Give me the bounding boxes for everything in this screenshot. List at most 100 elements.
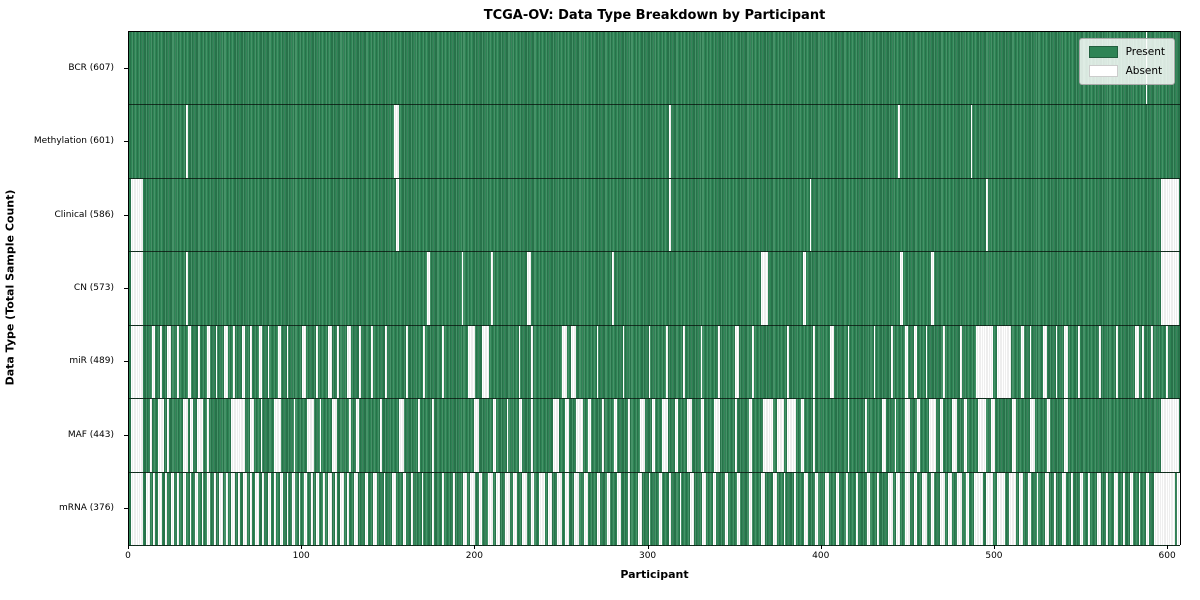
absent-stripe	[587, 399, 592, 472]
absent-stripe	[601, 399, 604, 472]
absent-stripe	[189, 399, 194, 472]
absent-stripe	[418, 399, 420, 472]
row-label-clinical: Clinical (586)	[54, 209, 114, 220]
absent-stripe	[496, 472, 500, 545]
absent-stripe	[787, 399, 796, 472]
row-label-methylation: Methylation (601)	[33, 136, 114, 147]
absent-stripe	[241, 325, 246, 399]
row-label-mrna: mRNA (376)	[59, 503, 114, 514]
absent-stripe	[354, 472, 358, 545]
absent-stripe	[243, 472, 247, 545]
absent-stripe	[1029, 325, 1032, 399]
absent-stripe	[423, 325, 426, 399]
absent-stripe	[669, 178, 672, 252]
absent-stripe	[194, 472, 199, 545]
absent-stripe	[991, 399, 995, 472]
absent-stripe	[260, 399, 263, 472]
absent-stripe	[478, 472, 483, 545]
absent-stripe	[380, 399, 382, 472]
absent-stripe	[996, 325, 1011, 399]
absent-stripe	[1078, 325, 1080, 399]
absent-stripe	[574, 472, 580, 545]
absent-stripe	[899, 252, 904, 325]
absent-stripe	[274, 472, 277, 545]
absent-stripe	[383, 472, 386, 545]
legend-present-label: Present	[1125, 45, 1165, 58]
legend: Present Absent	[1078, 38, 1175, 85]
absent-stripe	[951, 399, 957, 472]
row-label-bcr: BCR (607)	[68, 62, 114, 73]
absent-stripe	[1036, 472, 1039, 545]
absent-stripe	[492, 399, 497, 472]
absent-stripe	[1045, 472, 1049, 545]
x-axis-label: Participant	[620, 568, 689, 581]
absent-stripe	[556, 472, 562, 545]
absent-stripe	[1020, 325, 1025, 399]
absent-stripe	[421, 472, 424, 545]
absent-stripe	[231, 399, 246, 472]
absent-stripe	[553, 399, 559, 472]
absent-stripe	[393, 105, 400, 178]
absent-stripe	[1161, 178, 1179, 252]
absent-stripe	[700, 399, 704, 472]
absent-stripe	[167, 325, 171, 399]
absent-stripe	[277, 325, 282, 399]
y-tick	[124, 288, 128, 289]
absent-stripe	[310, 472, 313, 545]
y-tick	[124, 434, 128, 436]
row-bcr	[129, 32, 1180, 106]
absent-stripe	[262, 472, 265, 545]
absent-stripe	[1166, 325, 1169, 399]
absent-stripe	[255, 472, 259, 545]
absent-stripe	[130, 399, 143, 472]
absent-stripe	[652, 399, 656, 472]
x-tick-label: 0	[125, 551, 131, 561]
absent-stripe	[359, 325, 362, 399]
absent-stripe	[186, 105, 188, 178]
absent-stripe	[891, 325, 893, 399]
absent-stripe	[468, 325, 476, 399]
row-mrna	[129, 472, 1180, 546]
absent-stripe	[1062, 472, 1066, 545]
absent-stripe	[186, 252, 188, 325]
row-methylation	[129, 105, 1180, 179]
absent-stripe	[825, 472, 829, 545]
absent-stripe	[802, 252, 807, 325]
absent-stripe	[735, 325, 739, 399]
absent-stripe	[206, 472, 211, 545]
absent-stripe	[167, 399, 169, 472]
absent-stripe	[215, 325, 218, 399]
absent-stripe	[406, 325, 408, 399]
absent-stripe	[1138, 472, 1141, 545]
absent-stripe	[189, 472, 192, 545]
absent-stripe	[835, 472, 840, 545]
absent-stripe	[856, 472, 859, 545]
absent-stripe	[187, 325, 192, 399]
absent-stripe	[669, 105, 672, 178]
present-swatch	[1088, 46, 1118, 58]
absent-stripe	[565, 472, 569, 545]
absent-stripe	[182, 472, 187, 545]
absent-stripe	[348, 399, 351, 472]
absent-stripe	[974, 472, 983, 545]
absent-stripe	[319, 399, 322, 472]
absent-stripe	[539, 472, 545, 545]
row-label-maf: MAF (443)	[67, 429, 114, 440]
absent-stripe	[749, 399, 753, 472]
absent-stripe	[584, 472, 588, 545]
absent-stripe	[1145, 472, 1150, 545]
absent-stripe	[948, 472, 952, 545]
absent-stripe	[627, 399, 630, 472]
absent-stripe	[1161, 252, 1179, 325]
x-tick	[474, 545, 476, 549]
absent-stripe	[1071, 472, 1073, 545]
absent-stripe	[373, 472, 377, 545]
absent-stripe	[461, 252, 464, 325]
absent-stripe	[151, 325, 155, 399]
absent-stripe	[432, 399, 434, 472]
absent-stripe	[1064, 325, 1068, 399]
absent-stripe	[596, 325, 599, 399]
absent-stripe	[335, 472, 337, 545]
absent-stripe	[1008, 472, 1016, 545]
absent-stripe	[432, 472, 434, 545]
